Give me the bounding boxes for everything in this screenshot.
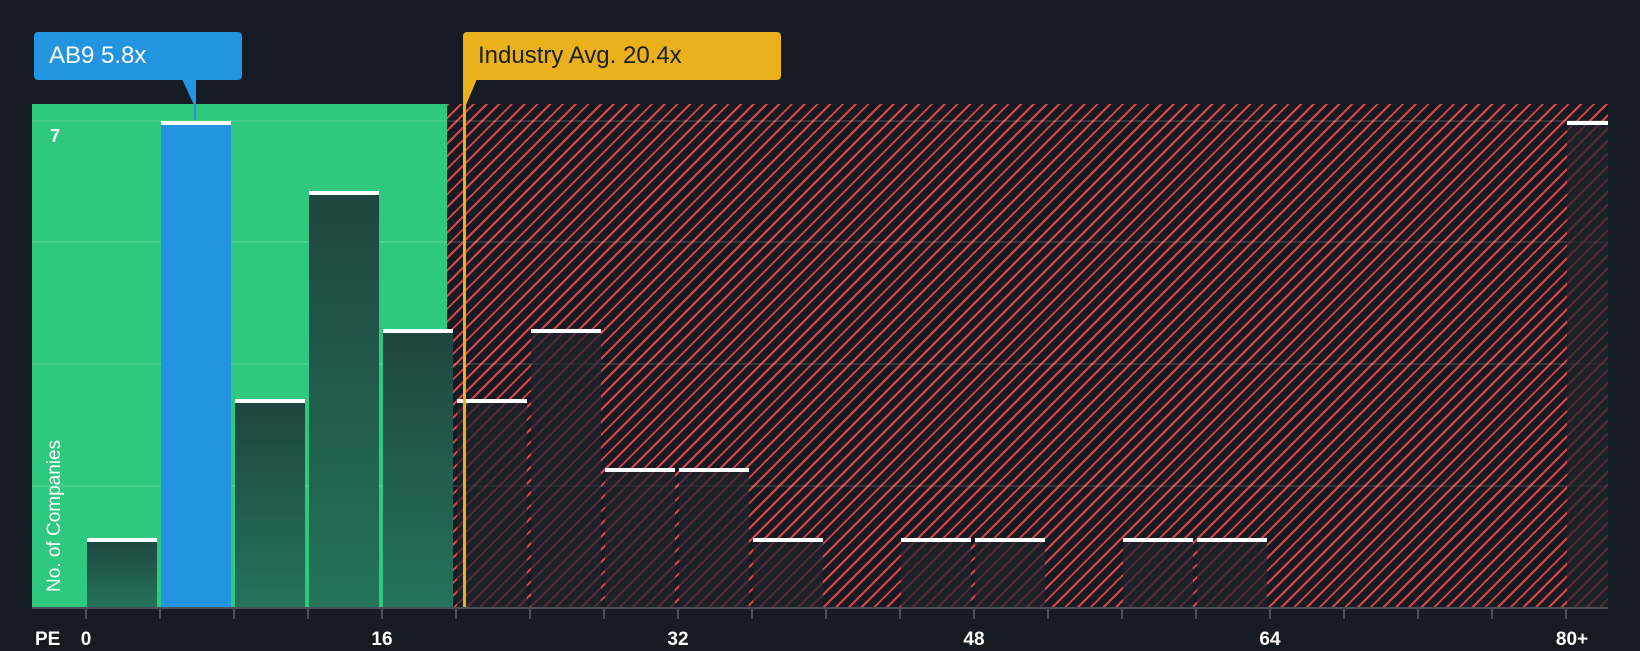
histogram-bar (901, 537, 971, 607)
y-axis-title: No. of Companies (44, 439, 65, 592)
x-axis-tick (751, 609, 753, 619)
company-callout-pointer (182, 79, 196, 105)
histogram-bar (87, 537, 157, 607)
x-tick-label-80plus: 80+ (1555, 629, 1589, 650)
x-axis-tick (159, 609, 161, 619)
industry-average-line (463, 68, 466, 608)
x-axis-tick (1417, 609, 1419, 619)
bar-cap (679, 468, 749, 473)
x-axis-tick (307, 609, 309, 619)
company-pe-callout: AB9 5.8x (34, 32, 242, 80)
histogram-bar (1123, 537, 1193, 607)
x-tick-label-32: 32 (667, 629, 689, 650)
x-axis-baseline (32, 607, 1608, 609)
x-axis-tick (825, 609, 827, 619)
x-tick-label-48: 48 (963, 629, 985, 650)
x-axis-tick (899, 609, 901, 619)
histogram-bar (753, 537, 823, 607)
gridline (32, 363, 1608, 365)
industry-average-callout: Industry Avg. 20.4x (463, 32, 781, 80)
x-axis-tick (973, 609, 975, 619)
company-bar (161, 121, 231, 607)
y-max-label: 7 (50, 126, 61, 146)
histogram-bar (605, 468, 675, 607)
x-axis-tick (1121, 609, 1123, 619)
x-axis-tick (1565, 609, 1567, 619)
bar-cap (309, 190, 379, 195)
x-axis-tick (603, 609, 605, 619)
x-axis-tick (529, 609, 531, 619)
bar-cap (457, 398, 527, 403)
x-axis-tick (455, 609, 457, 619)
histogram-bar (531, 329, 601, 607)
x-axis-tick (233, 609, 235, 619)
histogram-bar (457, 398, 527, 607)
x-tick-label-64: 64 (1259, 629, 1281, 650)
histogram-bar (1567, 121, 1608, 607)
bar-cap (901, 537, 971, 542)
bar-cap (87, 537, 157, 542)
bar-cap (1567, 121, 1608, 126)
gridline (32, 485, 1608, 487)
company-marker-line (194, 80, 196, 120)
histogram-bar (383, 329, 453, 607)
x-axis-tick (1269, 609, 1271, 619)
x-axis-tick (1491, 609, 1493, 619)
x-axis-tick (381, 609, 383, 619)
bar-cap (531, 329, 601, 334)
x-axis-tick (1195, 609, 1197, 619)
x-axis-tick (677, 609, 679, 619)
histogram-bar (309, 190, 379, 607)
above-industry-zone (447, 104, 1608, 608)
histogram-bar (975, 537, 1045, 607)
gridline (32, 120, 1608, 122)
bar-cap (1197, 537, 1267, 542)
bar-cap (1123, 537, 1193, 542)
bar-cap (605, 468, 675, 473)
bar-cap (753, 537, 823, 542)
x-axis-title: PE (35, 629, 61, 650)
histogram-bar (1197, 537, 1267, 607)
x-axis-tick (1343, 609, 1345, 619)
histogram-bar (679, 468, 749, 607)
x-tick-label-0: 0 (80, 629, 92, 650)
bar-cap (235, 398, 305, 403)
bar-cap (975, 537, 1045, 542)
gridline (32, 241, 1608, 243)
x-axis-tick (85, 609, 87, 619)
industry-callout-pointer (463, 79, 477, 105)
x-axis-tick (1047, 609, 1049, 619)
bar-cap (383, 329, 453, 334)
bar-cap (161, 121, 231, 126)
x-tick-label-16: 16 (371, 629, 393, 650)
histogram-bar (235, 398, 305, 607)
